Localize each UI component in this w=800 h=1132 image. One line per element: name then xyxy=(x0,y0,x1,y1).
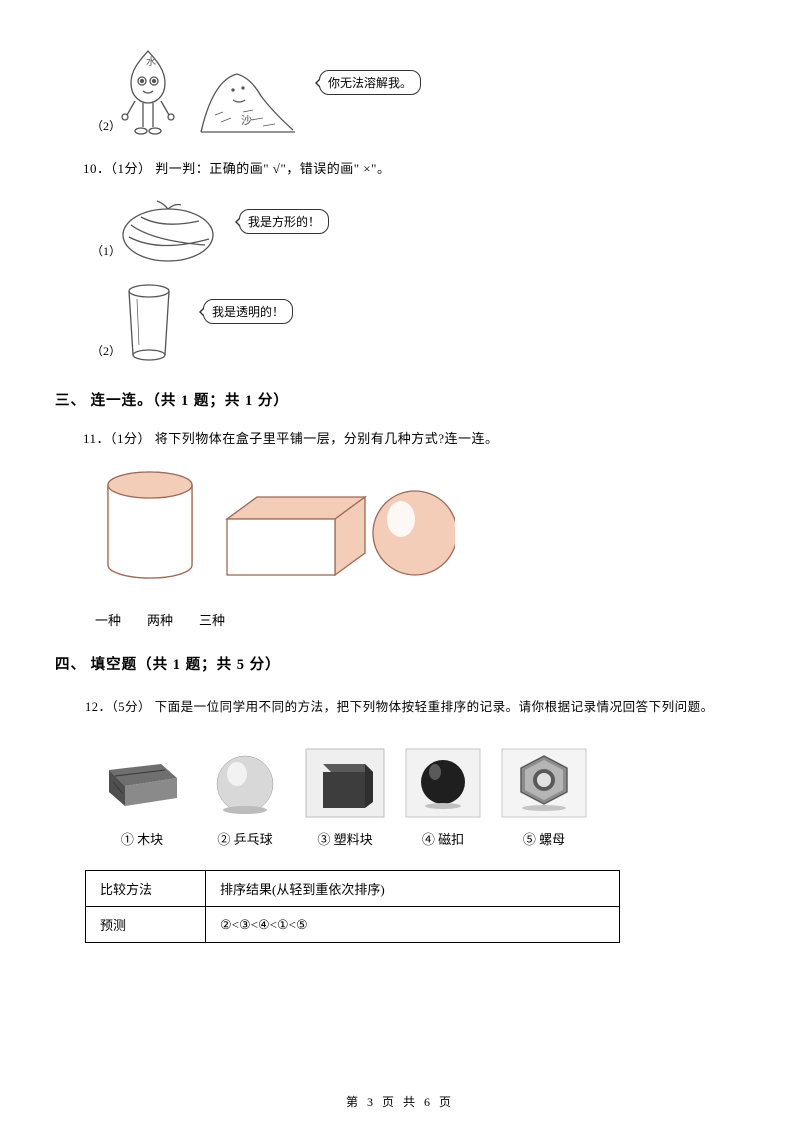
section3-title: 三、 连一连。（共 1 题；共 1 分） xyxy=(55,389,745,410)
q10-sub2-label: （2） xyxy=(91,342,121,359)
q9-speech-bubble: 你无法溶解我。 xyxy=(319,70,421,95)
q10-sub1-bubble: 我是方形的！ xyxy=(239,209,329,234)
table-h2: 排序结果(从轻到重依次排序) xyxy=(206,871,620,907)
q12-table: 比较方法 排序结果(从轻到重依次排序) 预测 ②<③<④<①<⑤ xyxy=(85,870,620,943)
svg-text:水: 水 xyxy=(146,56,156,68)
magnet-button-photo xyxy=(405,748,481,818)
table-r1c1: 预测 xyxy=(86,907,206,943)
wood-block-photo xyxy=(99,748,185,818)
plastic-block-photo xyxy=(305,748,385,818)
water-character-drawing: 水 xyxy=(113,45,183,140)
label-magnet: ④ 磁扣 xyxy=(405,829,481,848)
page-footer: 第 3 页 共 6 页 xyxy=(0,1093,800,1110)
label-plastic: ③ 塑料块 xyxy=(305,829,385,848)
label-wood: ① 木块 xyxy=(99,829,185,848)
nut-photo xyxy=(501,748,587,818)
q10-text: 10．（1分） 判一判：正确的画" √"，错误的画" ×"。 xyxy=(83,158,745,177)
q12-text: 12．（5分） 下面是一位同学用不同的方法，把下列物体按轻重排序的记录。请你根据… xyxy=(85,692,745,722)
q11-options: 一种 两种 三种 xyxy=(95,610,745,629)
watermelon-drawing xyxy=(113,195,223,265)
label-pingpong: ② 乒乓球 xyxy=(205,829,285,848)
table-r1c2: ②<③<④<①<⑤ xyxy=(206,907,620,943)
glass-drawing xyxy=(119,281,179,365)
label-nut: ⑤ 螺母 xyxy=(501,829,587,848)
q10-sub2-bubble: 我是透明的！ xyxy=(203,299,293,324)
pingpong-photo xyxy=(205,748,285,818)
q11-shapes-figure xyxy=(95,461,455,591)
svg-text:沙: 沙 xyxy=(241,114,252,127)
table-h1: 比较方法 xyxy=(86,871,206,907)
sand-pile-drawing: 沙 xyxy=(193,60,303,140)
q12-objects-row: ① 木块 ② 乒乓球 ③ 塑料块 ④ 磁扣 xyxy=(99,748,745,848)
q11-text: 11．（1分） 将下列物体在盒子里平铺一层，分别有几种方式?连一连。 xyxy=(83,428,745,447)
section4-title: 四、 填空题（共 1 题；共 5 分） xyxy=(55,653,745,674)
